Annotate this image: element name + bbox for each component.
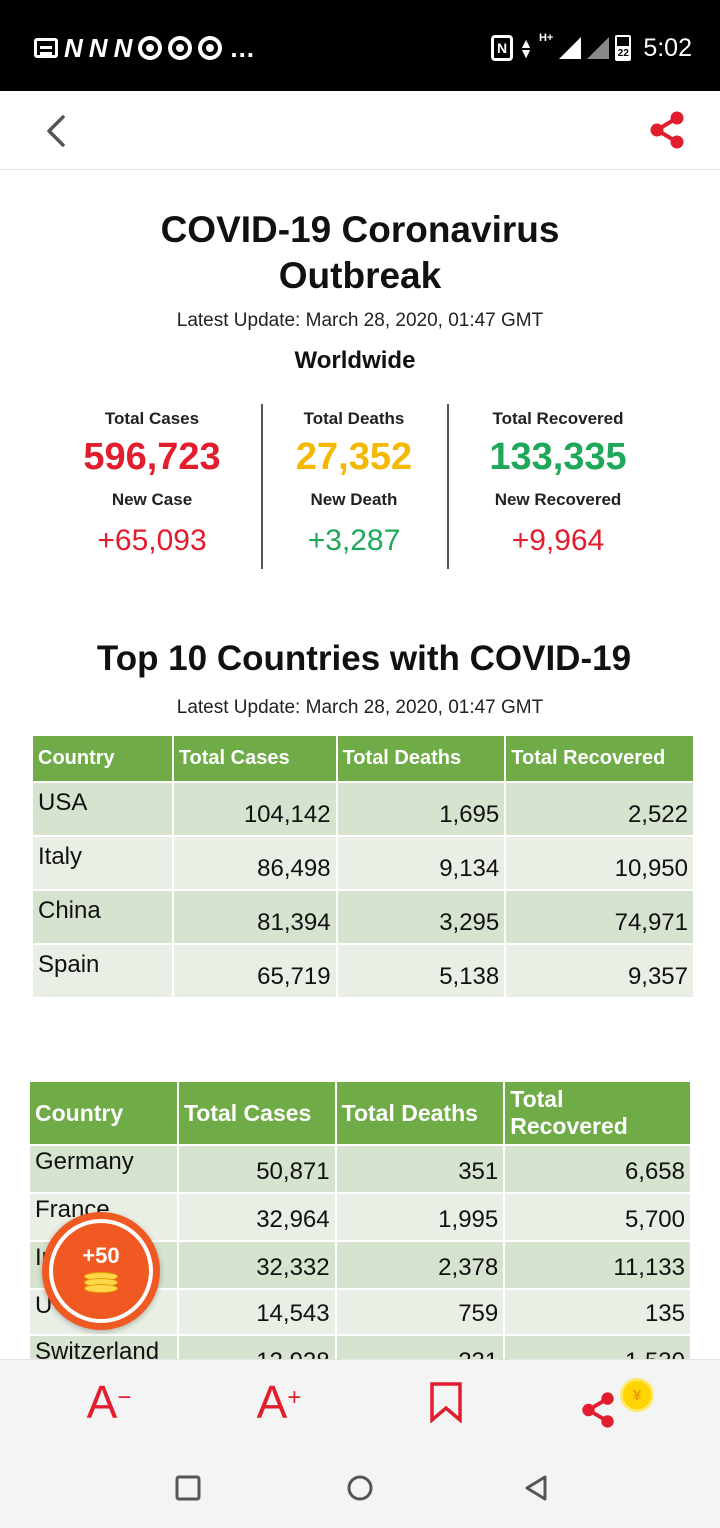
article-content: COVID-19 Coronavirus Outbreak Latest Upd… (0, 171, 720, 1359)
stat-delta: +3,287 (307, 524, 401, 557)
column-header: Total Deaths (335, 1082, 506, 1146)
system-nav-bar (0, 1444, 720, 1528)
triangle-back-icon (525, 1475, 547, 1501)
n-icon: N (64, 32, 83, 63)
table-row: China 81,394 3,295 74,971 (33, 890, 695, 945)
reward-badge: +50 (53, 1223, 149, 1319)
notification-icon (34, 38, 58, 58)
circle-icon (347, 1475, 373, 1501)
recents-button[interactable] (166, 1466, 210, 1510)
data-activity-icon: ▲ ▼ (519, 35, 533, 61)
column-header: Total Recovered (505, 736, 695, 783)
stat-total-recovered: Total Recovered 133,335 New Recovered +9… (458, 404, 658, 569)
network-type: H+ (538, 32, 554, 44)
countries-table-1: Country Total Cases Total Deaths Total R… (33, 736, 695, 999)
scope-heading: Worldwide (294, 347, 416, 374)
notification-icons: N N N ... (34, 30, 255, 66)
column-header: Total Deaths (336, 736, 507, 783)
article-toolbar: A − A + ¥ (0, 1359, 720, 1444)
stat-value: 133,335 (489, 436, 627, 478)
stat-value: 27,352 (295, 436, 413, 478)
share-earn-button[interactable] (568, 1382, 628, 1438)
home-button[interactable] (338, 1466, 382, 1510)
stat-total-deaths: Total Deaths 27,352 New Death +3,287 (254, 404, 454, 569)
battery-icon: 22 (615, 35, 632, 61)
share-icon (582, 1392, 614, 1428)
reward-button[interactable]: +50 (42, 1212, 160, 1330)
column-header: Total Cases (172, 736, 338, 783)
back-button[interactable] (36, 111, 76, 151)
reward-points: +50 (82, 1243, 120, 1268)
bookmark-icon (430, 1382, 462, 1423)
table-row: Switzerland 12,928 231 1,530 (30, 1335, 692, 1359)
nfc-icon: N (491, 35, 514, 61)
table-header-row: Country Total Cases Total Deaths Total R… (30, 1082, 692, 1146)
column-header: Country (30, 1082, 179, 1146)
share-button[interactable] (646, 109, 688, 151)
column-header: Total Recovered (504, 1082, 692, 1146)
table-row: USA 104,142 1,695 2,522 (33, 782, 695, 837)
divider (261, 404, 263, 569)
table-row: U 14,543 759 135 (30, 1289, 692, 1336)
font-increase-icon: A + (256, 1376, 302, 1428)
more-notifications-icon: ... (230, 32, 256, 63)
back-nav-button[interactable] (514, 1466, 558, 1510)
chrome-icon (198, 36, 223, 60)
table-row: Germany 50,871 351 6,658 (30, 1145, 692, 1194)
n-icon: N (88, 32, 108, 63)
stat-total-cases: Total Cases 596,723 New Case +65,093 (52, 404, 252, 569)
top10-title: Top 10 Countries with COVID-19 (96, 639, 632, 678)
coins-icon (84, 1270, 118, 1298)
share-icon (650, 111, 684, 149)
stat-value: 596,723 (83, 436, 221, 478)
table-row: Italy 86,498 9,134 10,950 (33, 836, 695, 891)
top10-latest-update: Latest Update: March 28, 2020, 01:47 GMT (176, 697, 544, 718)
status-bar: N N N ... N ▲ ▼ H+ 22 5:02 (0, 0, 720, 91)
chrome-icon (138, 36, 163, 60)
chrome-icon (168, 36, 193, 60)
table-header-row: Country Total Cases Total Deaths Total R… (33, 736, 695, 783)
n-icon: N (113, 32, 133, 63)
signal-icon (587, 37, 610, 59)
table-row: Spain 65,719 5,138 9,357 (33, 944, 695, 999)
latest-update: Latest Update: March 28, 2020, 01:47 GMT (176, 310, 544, 331)
font-decrease-icon: A − (86, 1376, 132, 1428)
column-header: Total Cases (177, 1082, 337, 1146)
chevron-left-icon (47, 115, 65, 147)
app-bar (0, 91, 720, 170)
divider (447, 404, 449, 569)
clock: 5:02 (643, 33, 692, 62)
stat-delta: +9,964 (511, 524, 605, 557)
decrease-font-button[interactable]: A − (72, 1374, 132, 1430)
system-icons: N ▲ ▼ H+ 22 5:02 (491, 28, 692, 68)
article-title: COVID-19 Coronavirus Outbreak (160, 209, 560, 296)
square-icon (175, 1475, 201, 1501)
signal-icon (559, 37, 582, 59)
stat-delta: +65,093 (97, 524, 207, 557)
increase-font-button[interactable]: A + (242, 1374, 302, 1430)
worldwide-stats: Total Cases 596,723 New Case +65,093 Tot… (52, 404, 652, 569)
coin-icon: ¥ (620, 1378, 654, 1412)
bookmark-button[interactable] (416, 1374, 476, 1430)
column-header: Country (33, 736, 174, 783)
